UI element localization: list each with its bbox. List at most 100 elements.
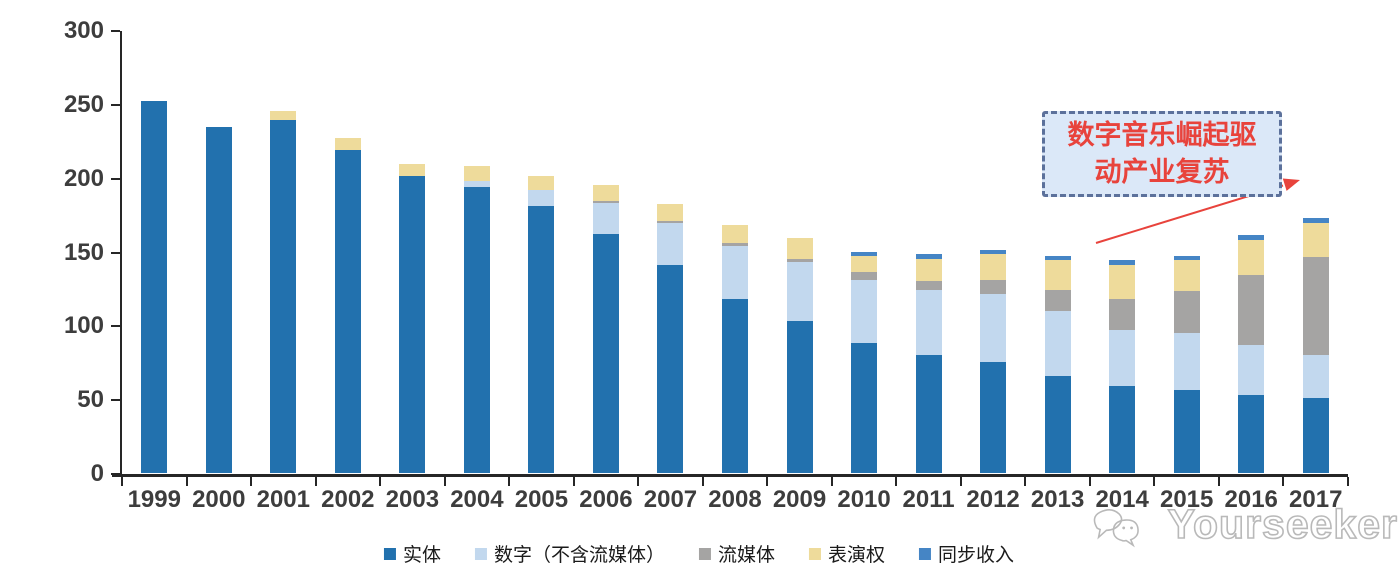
plot-area: 0 50 100 150 200 250 300 1999 2000 2001 2002 2003 20… [64,17,1349,513]
bar-segment [1238,344,1265,395]
y-axis-label: 0 [90,460,104,487]
legend-label: 实体 [402,545,441,566]
stacked-bar [786,238,813,473]
bar-column-2001: 2001 [251,31,316,513]
x-axis-label: 2015 [1159,486,1214,513]
bar-segment [721,242,748,246]
x-axis-label: 2008 [708,486,762,513]
bar-segment [1044,260,1071,290]
x-axis-tick [830,477,833,486]
x-axis-tick [1347,477,1349,486]
stacked-bar [592,185,619,473]
legend-label: 流媒体 [717,545,776,566]
legend-label: 同步收入 [938,545,1015,566]
y-axis-tick [111,399,120,402]
stacked-bar [1302,217,1329,473]
legend-item: 同步收入 [919,540,1014,567]
x-axis-tick [1024,477,1027,486]
bar-segment [592,201,619,203]
bar-segment [915,289,942,355]
stacked-bar [463,165,490,473]
bar-segment [1109,264,1136,299]
bar-segment [915,281,942,290]
bar-column-2015: 2015 [1154,31,1219,513]
bar-segment [1044,375,1071,473]
x-axis-label: 2014 [1095,486,1149,513]
bar-segment [915,254,942,259]
bar-segment [399,164,426,177]
bar-segment [851,251,878,256]
x-axis-label: 2005 [514,486,569,513]
chart-legend: 实体 数字（不含流媒体） 流媒体 表演权 同步收入 [383,540,1014,567]
bar-segment [657,264,684,473]
bar-segment [334,149,361,473]
x-axis-label: 2002 [321,486,375,513]
bar-segment [1173,255,1200,261]
x-axis-label: 2009 [772,486,827,513]
bar-segment [1173,332,1200,391]
stacked-bar [270,111,297,473]
bar-segment [528,189,555,206]
legend-item: 流媒体 [698,540,776,567]
y-axis-tick [111,473,120,475]
bar-column-2012: 2012 [961,31,1026,513]
bar-segment [851,272,878,280]
x-axis-label: 2000 [192,486,246,513]
bar-column-2006: 2006 [574,31,639,513]
bar-segment [1238,239,1265,276]
bar-segment [528,176,555,190]
x-axis-tick [379,477,382,486]
y-axis-label: 300 [63,17,104,44]
bar-segment [1109,329,1136,386]
legend-swatch-icon [698,547,711,560]
bar-segment [657,204,684,221]
x-axis-label: 2016 [1224,486,1278,513]
stacked-bar [141,100,168,473]
x-axis-tick [637,477,640,486]
bar-segment [786,238,813,259]
x-axis-tick [121,477,123,486]
bar-segment [1238,394,1265,473]
bar-segment [1302,257,1329,355]
x-axis-label: 1999 [127,486,181,513]
stacked-bar [1044,255,1071,473]
annotation-callout: 数字音乐崛起驱 动产业复苏 [1042,111,1282,197]
bar-segment [1173,291,1200,333]
bar-segment [399,176,426,473]
x-axis-tick [1153,477,1156,486]
legend-swatch-icon [919,547,932,560]
y-axis-line [120,31,122,475]
bar-segment [851,279,878,344]
bar-segment [1302,217,1329,224]
bar-segment [915,258,942,282]
bar-segment [1238,275,1265,345]
y-axis-tick [111,325,120,328]
bar-column-2017: 2017 [1283,31,1348,513]
x-axis-tick [959,477,962,486]
bar-segment [721,245,748,299]
bar-column-1999: 1999 [122,31,187,513]
bar-segment [1238,235,1265,240]
bar-column-2009: 2009 [767,31,832,513]
bar-segment [786,261,813,321]
bar-segment [463,186,490,473]
bar-segment [1109,298,1136,330]
bar-column-2007: 2007 [638,31,703,513]
y-axis-tick [111,177,120,180]
legend-item: 数字（不含流媒体） [474,540,665,567]
x-axis-tick [572,477,575,486]
bar-segment [980,279,1007,295]
bar-column-2011: 2011 [896,31,961,513]
stacked-bar [1173,255,1200,473]
bar-segment [463,165,490,181]
x-axis-tick [895,477,898,486]
legend-label: 表演权 [828,545,886,566]
x-axis-tick [1217,477,1220,486]
bar-segment [1302,397,1329,473]
bar-segment [1109,260,1136,265]
stacked-bar [334,137,361,473]
stacked-bar [980,250,1007,473]
x-axis-tick [766,477,769,486]
x-axis-tick [508,477,511,486]
stacked-bar [528,176,555,473]
